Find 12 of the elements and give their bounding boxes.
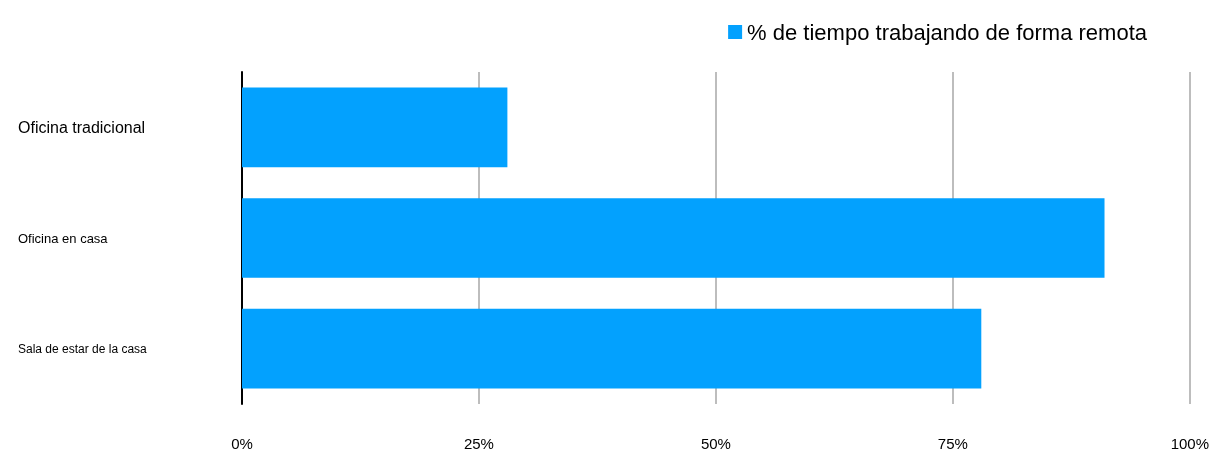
y-tick-label: Oficina en casa [18, 230, 109, 246]
x-tick-label: 25% [463, 435, 494, 452]
bar [242, 308, 982, 389]
x-tick-label: 100% [1170, 435, 1210, 452]
legend-label: % de tiempo trabajando de forma remota [747, 19, 1148, 45]
y-tick-label: Sala de estar de la casa [18, 341, 148, 356]
y-tick-label: Oficina tradicional [18, 118, 146, 136]
x-tick-label: 75% [937, 435, 968, 452]
bar [242, 198, 1105, 278]
x-tick-label: 0% [231, 435, 253, 452]
bar [242, 87, 508, 168]
x-tick-label: 50% [700, 435, 731, 452]
